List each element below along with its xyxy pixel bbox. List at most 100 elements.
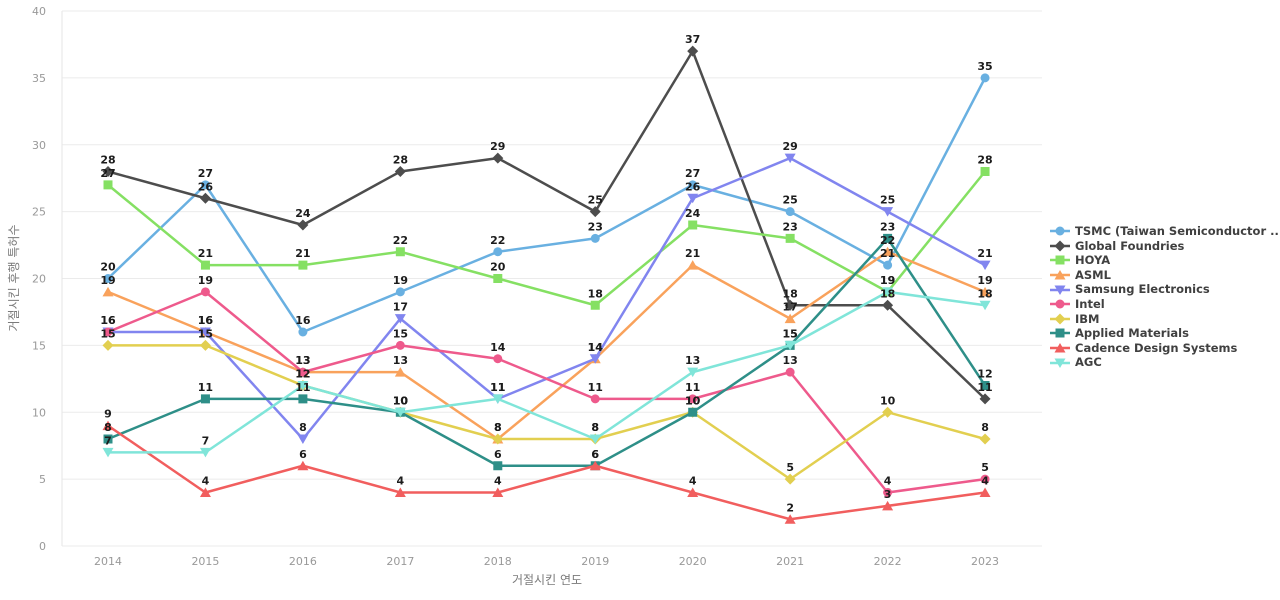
series-line [106, 250, 987, 441]
data-point-marker [590, 300, 600, 310]
legend-label: ASML [1075, 267, 1111, 282]
data-point-marker [298, 327, 308, 337]
legend-item[interactable]: Cadence Design Systems [1050, 341, 1280, 356]
data-point-marker [979, 433, 991, 445]
data-point-marker [102, 166, 114, 177]
data-point-label: 4 [202, 475, 210, 488]
legend-marker-icon [1050, 270, 1070, 280]
data-point-marker [394, 367, 406, 377]
data-point-marker [979, 260, 991, 271]
y-axis-title: 거절시킨 후행 특허수 [6, 225, 21, 332]
legend-marker-icon [1050, 328, 1070, 338]
legend-item[interactable]: Samsung Electronics [1050, 282, 1280, 297]
legend-marker [1054, 343, 1066, 353]
data-point-marker [394, 407, 406, 418]
data-point-marker [980, 474, 990, 484]
data-point-label: 5 [981, 461, 989, 474]
data-point-label: 3 [884, 488, 892, 501]
legend-item[interactable]: ASML [1050, 268, 1280, 283]
legend-item[interactable]: IBM [1050, 312, 1280, 327]
data-point-label: 13 [393, 354, 408, 367]
data-point-marker [882, 406, 894, 418]
data-point-label: 29 [782, 140, 797, 153]
data-point-label: 14 [588, 341, 604, 354]
data-point-label: 7 [104, 434, 112, 447]
data-point-label: 15 [198, 327, 213, 340]
data-point-marker [590, 394, 600, 404]
legend-label: Intel [1075, 296, 1105, 311]
legend-item[interactable]: TSMC (Taiwan Semiconductor ... [1050, 224, 1280, 239]
data-point-marker [199, 192, 211, 204]
series-line [106, 424, 987, 521]
legend-item[interactable]: AGC [1050, 355, 1280, 370]
data-point-label: 4 [494, 475, 502, 488]
data-point-marker [492, 152, 504, 164]
data-point-label: 22 [880, 234, 895, 247]
data-point-label: 25 [588, 194, 603, 207]
data-point-label: 6 [299, 448, 307, 461]
data-point-label: 18 [880, 287, 895, 300]
legend-item[interactable]: HOYA [1050, 253, 1280, 268]
data-point-marker [103, 274, 113, 283]
data-point-marker [102, 339, 114, 351]
data-point-label: 37 [685, 33, 700, 46]
data-point-label: 7 [202, 434, 210, 447]
series-line [106, 156, 987, 441]
x-tick-label: 2017 [386, 555, 414, 568]
x-tick-label: 2016 [289, 555, 317, 568]
data-point-label: 28 [977, 154, 992, 167]
legend-marker [1054, 270, 1066, 280]
y-tick-label: 10 [32, 406, 46, 419]
data-point-label: 6 [591, 448, 599, 461]
legend-label: HOYA [1075, 253, 1111, 268]
data-point-marker [492, 433, 504, 445]
x-tick-label: 2014 [94, 555, 122, 568]
legend-marker [1055, 255, 1065, 265]
data-point-label: 2 [786, 501, 794, 514]
data-point-marker [493, 247, 503, 257]
data-point-marker [882, 299, 894, 311]
data-point-marker [882, 246, 894, 257]
data-point-marker [297, 460, 309, 471]
data-point-label: 4 [689, 475, 697, 488]
data-point-label: 20 [100, 261, 116, 274]
data-point-marker [784, 299, 796, 311]
data-point-label: 8 [494, 421, 502, 434]
data-point-label: 6 [494, 448, 502, 461]
data-point-marker [297, 219, 309, 231]
data-point-label: 4 [397, 475, 405, 488]
data-point-label: 6 [591, 448, 599, 461]
data-point-label: 11 [490, 381, 505, 394]
legend: TSMC (Taiwan Semiconductor ... Global Fou… [1050, 224, 1280, 370]
data-point-label: 11 [295, 381, 310, 394]
data-point-marker [199, 487, 211, 497]
data-point-label: 13 [685, 354, 700, 367]
data-point-marker [589, 460, 601, 471]
legend-marker-icon [1050, 343, 1070, 353]
legend-item[interactable]: Intel [1050, 297, 1280, 312]
data-point-marker [785, 367, 795, 377]
series-line [106, 344, 987, 481]
data-point-label: 19 [880, 274, 895, 287]
legend-label: Cadence Design Systems [1075, 340, 1238, 355]
data-point-label: 27 [100, 167, 115, 180]
data-point-label: 8 [104, 421, 112, 434]
data-point-label: 10 [685, 394, 701, 407]
data-point-marker [103, 434, 113, 444]
data-point-marker [784, 473, 796, 485]
data-point-label: 23 [588, 220, 603, 233]
data-point-label: 22 [490, 234, 505, 247]
legend-item[interactable]: Global Foundries [1050, 239, 1280, 254]
data-point-label: 4 [981, 475, 989, 488]
data-point-label: 19 [198, 274, 213, 287]
data-point-marker [103, 180, 113, 190]
data-point-label: 8 [591, 421, 599, 434]
legend-item[interactable]: Applied Materials [1050, 326, 1280, 341]
data-point-marker [785, 207, 795, 217]
legend-marker-icon [1050, 285, 1070, 295]
data-point-marker [199, 447, 211, 458]
data-point-marker [102, 286, 114, 297]
